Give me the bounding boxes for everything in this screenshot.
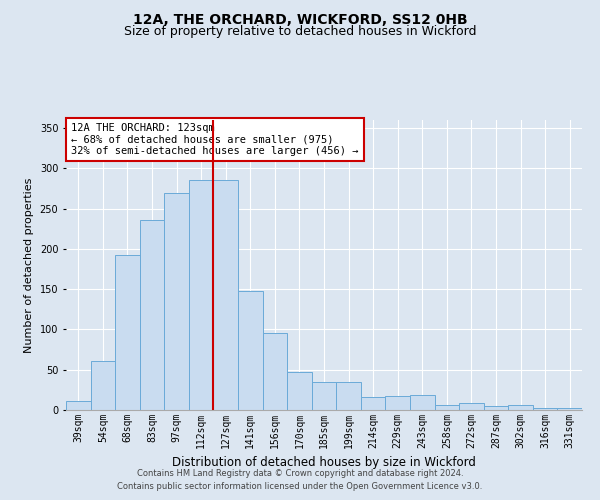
Bar: [459, 403, 484, 410]
Text: Size of property relative to detached houses in Wickford: Size of property relative to detached ho…: [124, 25, 476, 38]
Bar: [361, 397, 385, 410]
Bar: [263, 334, 287, 410]
Text: 12A, THE ORCHARD, WICKFORD, SS12 0HB: 12A, THE ORCHARD, WICKFORD, SS12 0HB: [133, 12, 467, 26]
Bar: [214, 180, 238, 410]
X-axis label: Distribution of detached houses by size in Wickford: Distribution of detached houses by size …: [172, 456, 476, 469]
Bar: [66, 401, 91, 410]
Text: Contains HM Land Registry data © Crown copyright and database right 2024.: Contains HM Land Registry data © Crown c…: [137, 468, 463, 477]
Bar: [533, 408, 557, 410]
Bar: [557, 408, 582, 410]
Bar: [140, 220, 164, 410]
Bar: [312, 382, 336, 410]
Bar: [91, 361, 115, 410]
Bar: [164, 192, 189, 410]
Bar: [238, 291, 263, 410]
Bar: [508, 405, 533, 410]
Bar: [484, 406, 508, 410]
Bar: [115, 256, 140, 410]
Bar: [410, 394, 434, 410]
Text: 12A THE ORCHARD: 123sqm
← 68% of detached houses are smaller (975)
32% of semi-d: 12A THE ORCHARD: 123sqm ← 68% of detache…: [71, 123, 359, 156]
Bar: [189, 180, 214, 410]
Bar: [287, 372, 312, 410]
Bar: [385, 396, 410, 410]
Y-axis label: Number of detached properties: Number of detached properties: [24, 178, 34, 352]
Text: Contains public sector information licensed under the Open Government Licence v3: Contains public sector information licen…: [118, 482, 482, 491]
Bar: [434, 405, 459, 410]
Bar: [336, 382, 361, 410]
